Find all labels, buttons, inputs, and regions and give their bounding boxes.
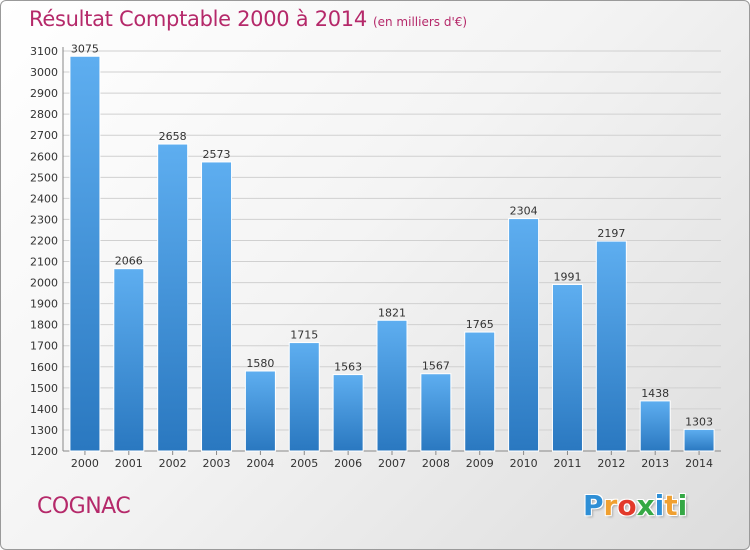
data-label: 1563 xyxy=(334,361,362,374)
x-tick-label: 2010 xyxy=(510,457,538,470)
y-tick-label: 2900 xyxy=(30,87,58,100)
logo-letter: t xyxy=(664,489,678,522)
y-tick-label: 1600 xyxy=(30,361,58,374)
data-label: 1765 xyxy=(466,318,494,331)
y-tick-label: 1300 xyxy=(30,424,58,437)
y-tick-label: 1200 xyxy=(30,445,58,458)
x-tick-label: 2011 xyxy=(553,457,581,470)
data-label: 2573 xyxy=(203,148,231,161)
logo-letter: i xyxy=(677,489,688,522)
y-tick-label: 3100 xyxy=(30,45,58,58)
y-tick-label: 2300 xyxy=(30,213,58,226)
data-label: 2304 xyxy=(510,205,538,218)
bar xyxy=(639,400,671,452)
city-name: COGNAC xyxy=(37,494,131,519)
bar xyxy=(508,218,540,452)
x-tick-label: 2007 xyxy=(378,457,406,470)
bar xyxy=(244,370,276,452)
y-tick-label: 1700 xyxy=(30,340,58,353)
x-tick-label: 2006 xyxy=(334,457,362,470)
logo-letter: x xyxy=(636,489,655,522)
chart-title: Résultat Comptable 2000 à 2014 (en millie… xyxy=(29,7,467,31)
logo-letter: P xyxy=(583,489,604,522)
bar xyxy=(69,55,101,452)
x-tick-label: 2003 xyxy=(203,457,231,470)
x-tick-label: 2001 xyxy=(115,457,143,470)
logo-letter: r xyxy=(603,489,618,522)
data-label: 1580 xyxy=(246,357,274,370)
bar xyxy=(464,331,496,452)
bar xyxy=(201,161,233,452)
bar xyxy=(376,319,408,452)
x-tick-label: 2005 xyxy=(290,457,318,470)
x-tick-label: 2014 xyxy=(685,457,713,470)
y-tick-label: 2500 xyxy=(30,171,58,184)
bar xyxy=(157,143,189,452)
data-label: 1438 xyxy=(641,387,669,400)
bar xyxy=(332,374,364,452)
y-tick-label: 1800 xyxy=(30,319,58,332)
y-tick-label: 1400 xyxy=(30,403,58,416)
data-label: 2197 xyxy=(597,227,625,240)
proxiti-logo: Proxiti xyxy=(583,489,687,522)
data-label: 2066 xyxy=(115,255,143,268)
x-tick-label: 2002 xyxy=(159,457,187,470)
logo-letter: o xyxy=(617,489,637,522)
y-tick-label: 2700 xyxy=(30,129,58,142)
x-tick-label: 2000 xyxy=(71,457,99,470)
y-tick-label: 2100 xyxy=(30,256,58,269)
bar xyxy=(288,342,320,452)
bar xyxy=(551,283,583,452)
y-tick-label: 2800 xyxy=(30,108,58,121)
x-tick-label: 2008 xyxy=(422,457,450,470)
data-label: 2658 xyxy=(159,130,187,143)
data-label: 3075 xyxy=(71,42,99,55)
data-label: 1715 xyxy=(290,329,318,342)
chart-title-text: Résultat Comptable 2000 à 2014 xyxy=(29,7,367,31)
y-tick-label: 2200 xyxy=(30,234,58,247)
bar xyxy=(420,373,452,452)
y-tick-label: 1500 xyxy=(30,382,58,395)
bar xyxy=(683,428,715,452)
bar xyxy=(595,240,627,452)
y-tick-label: 2600 xyxy=(30,150,58,163)
data-label: 1991 xyxy=(553,270,581,283)
data-label: 1303 xyxy=(685,415,713,428)
x-tick-label: 2012 xyxy=(597,457,625,470)
y-tick-label: 1900 xyxy=(30,298,58,311)
logo-letter: i xyxy=(654,489,665,522)
y-tick-label: 2000 xyxy=(30,277,58,290)
data-label: 1567 xyxy=(422,360,450,373)
y-tick-label: 2400 xyxy=(30,192,58,205)
x-tick-label: 2013 xyxy=(641,457,669,470)
y-tick-label: 3000 xyxy=(30,66,58,79)
chart-subtitle: (en milliers d'€) xyxy=(372,15,468,29)
data-label: 1821 xyxy=(378,306,406,319)
bar xyxy=(113,268,145,452)
x-tick-label: 2009 xyxy=(466,457,494,470)
x-tick-label: 2004 xyxy=(246,457,274,470)
